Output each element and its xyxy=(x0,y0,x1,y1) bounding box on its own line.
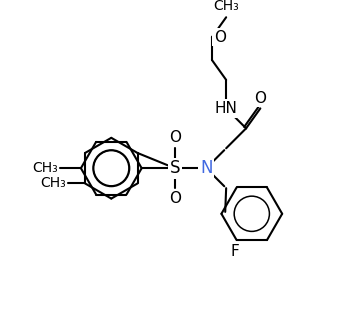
Text: S: S xyxy=(170,159,180,177)
Text: F: F xyxy=(230,244,239,259)
Text: CH₃: CH₃ xyxy=(213,0,239,14)
Text: CH₃: CH₃ xyxy=(33,161,58,175)
Text: O: O xyxy=(214,30,226,45)
Text: HN: HN xyxy=(215,101,238,116)
Text: O: O xyxy=(169,130,181,146)
Text: O: O xyxy=(254,90,266,106)
Text: N: N xyxy=(200,159,212,177)
Text: O: O xyxy=(169,191,181,206)
Text: CH₃: CH₃ xyxy=(40,176,66,190)
